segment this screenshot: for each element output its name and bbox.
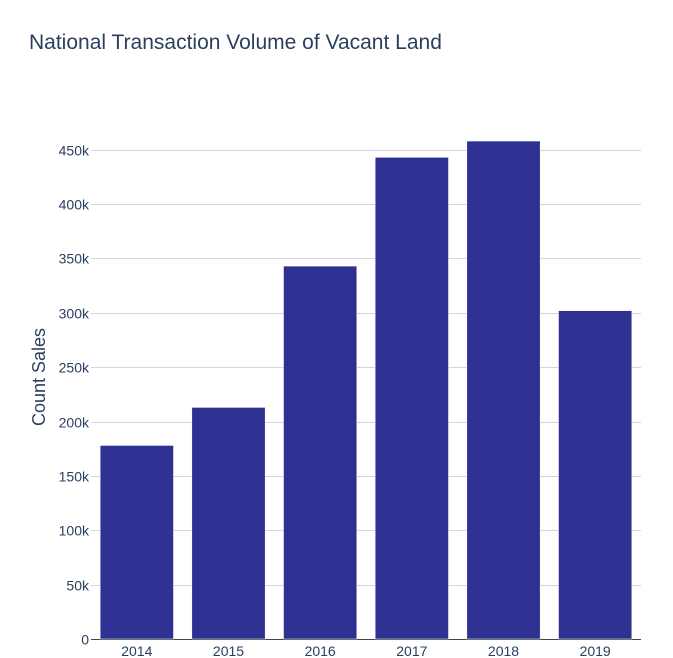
bar-2014[interactable]	[99, 445, 174, 640]
x-tick-label: 2019	[580, 643, 611, 658]
y-axis-ticks: 0 50k 100k 150k 200k 250k 300k 350k 400k 450k	[59, 143, 90, 648]
x-tick-label: 2016	[305, 643, 336, 658]
y-tick-label: 300k	[59, 306, 90, 322]
y-tick-label: 100k	[59, 523, 90, 539]
x-tick-label: 2017	[396, 643, 427, 658]
bar-2019[interactable]	[558, 310, 633, 640]
y-tick-label: 400k	[59, 197, 90, 213]
grid-lines	[91, 150, 641, 640]
y-tick-label: 0	[81, 632, 89, 648]
x-tick-label: 2014	[121, 643, 152, 658]
y-axis-title: Count Sales	[29, 328, 49, 426]
bar-2017[interactable]	[374, 157, 449, 640]
y-tick-label: 250k	[59, 360, 90, 376]
y-tick-label: 50k	[66, 578, 90, 594]
bars	[99, 140, 633, 640]
y-tick-label: 450k	[59, 143, 90, 159]
bar-2015[interactable]	[191, 407, 266, 640]
y-tick-label: 200k	[59, 415, 90, 431]
bar-2016[interactable]	[283, 265, 358, 640]
x-axis-ticks: 2014 2015 2016 2017 2018 2019	[121, 643, 611, 658]
y-tick-label: 350k	[59, 251, 90, 267]
y-tick-label: 150k	[59, 469, 90, 485]
chart-title: National Transaction Volume of Vacant La…	[29, 31, 442, 54]
bar-2018[interactable]	[466, 140, 541, 640]
x-tick-label: 2018	[488, 643, 519, 658]
x-tick-label: 2015	[213, 643, 244, 658]
